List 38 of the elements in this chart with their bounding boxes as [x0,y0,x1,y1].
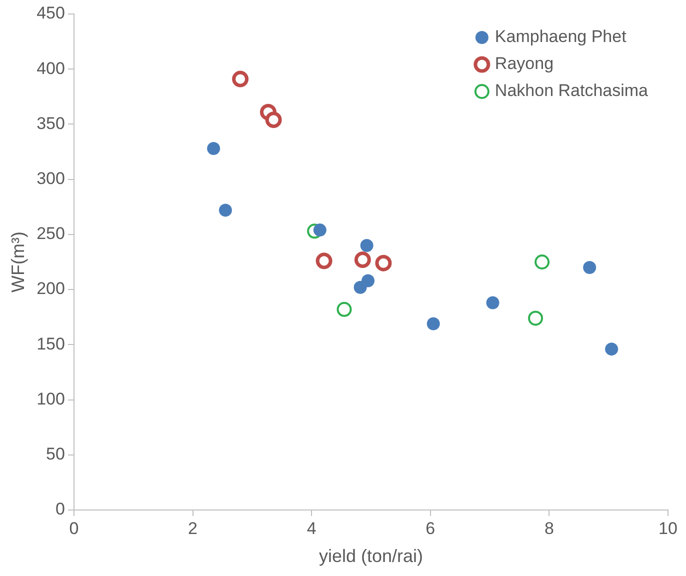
y-tick-label: 150 [36,334,65,354]
x-tick-label: 10 [658,518,678,538]
point [486,296,500,310]
y-tick-label: 250 [36,224,65,244]
point [354,280,367,294]
legend-label: Rayong [494,54,554,74]
x-tick-label: 0 [69,518,79,538]
point [354,252,371,268]
y-axis-title: WF(m³) [8,232,28,292]
point [336,302,352,317]
point [207,142,220,155]
y-tick-label: 50 [46,444,65,464]
point [426,317,440,330]
point [605,342,618,356]
y-tick-label: 350 [36,114,65,133]
point [232,70,249,88]
y-tick-label: 300 [36,169,65,188]
y-tick-label: 0 [55,500,65,519]
point [583,261,596,274]
point [375,254,392,272]
x-tick-label: 2 [188,518,198,538]
y-tick-label: 450 [36,4,65,23]
y-tick-label: 200 [36,279,65,298]
point [265,112,282,128]
legend-label: Kamphaeng Phet [494,27,627,46]
point [313,224,326,237]
legend-label: Nakhon Ratchasima [494,81,649,100]
x-axis-title: yield (ton/rai) [318,546,424,566]
y-tick-label: 100 [36,389,65,408]
point [360,238,374,252]
x-tick-label: 4 [306,518,316,538]
point [528,310,544,326]
x-tick-label: 8 [544,518,554,538]
point [218,204,232,217]
x-tick-label: 6 [426,518,436,538]
y-tick-label: 400 [36,58,65,78]
point [534,254,550,270]
point [316,252,332,270]
